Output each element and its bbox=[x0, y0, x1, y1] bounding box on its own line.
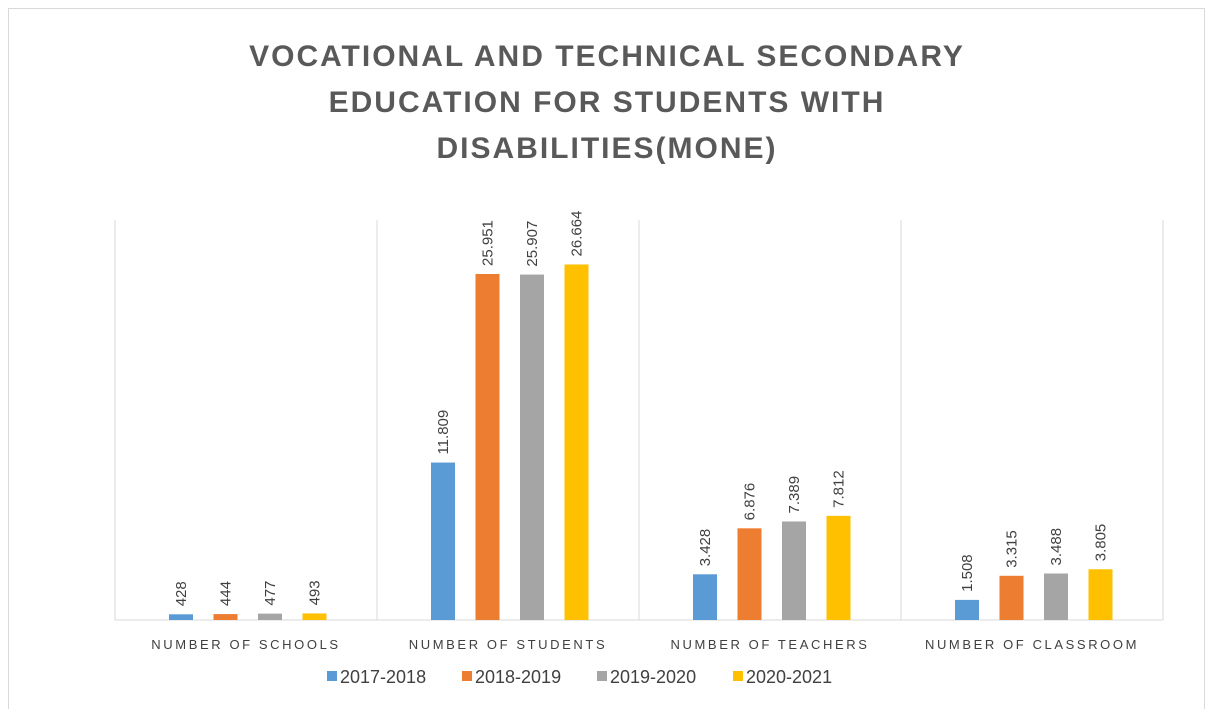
bar bbox=[564, 264, 589, 620]
bar bbox=[302, 613, 327, 620]
data-label: 3.488 bbox=[1048, 528, 1065, 566]
data-label: 444 bbox=[218, 581, 235, 606]
legend-swatch bbox=[462, 671, 472, 681]
data-label: 26.664 bbox=[569, 211, 586, 257]
data-label: 493 bbox=[307, 580, 324, 605]
data-label: 3.428 bbox=[697, 529, 714, 567]
data-label: 7.389 bbox=[786, 476, 803, 514]
data-label: 25.907 bbox=[524, 221, 541, 267]
x-tick-label: NUMBER OF TEACHERS bbox=[671, 637, 870, 652]
bar bbox=[826, 515, 851, 620]
legend-label: 2017-2018 bbox=[340, 667, 426, 687]
chart-title: VOCATIONAL AND TECHNICAL SECONDARY EDUCA… bbox=[249, 40, 965, 165]
legend-swatch bbox=[733, 671, 743, 681]
bar bbox=[737, 528, 762, 620]
bar bbox=[782, 521, 806, 620]
chart-border bbox=[8, 8, 1205, 709]
legend-swatch bbox=[327, 671, 337, 681]
legend-label: 2020-2021 bbox=[746, 667, 832, 687]
bar bbox=[1044, 573, 1068, 620]
bar bbox=[475, 273, 500, 620]
data-label: 6.876 bbox=[742, 483, 759, 521]
bar bbox=[1088, 569, 1113, 620]
legend-label: 2019-2020 bbox=[610, 667, 696, 687]
x-tick-label: NUMBER OF SCHOOLS bbox=[151, 637, 340, 652]
data-label: 3.805 bbox=[1093, 524, 1110, 562]
bar bbox=[955, 599, 979, 620]
legend-swatch bbox=[597, 671, 607, 681]
bar bbox=[999, 575, 1024, 620]
bar bbox=[258, 613, 282, 620]
x-tick-label: NUMBER OF STUDENTS bbox=[409, 637, 607, 652]
data-label: 477 bbox=[262, 581, 279, 606]
data-label: 3.315 bbox=[1004, 530, 1021, 568]
bar bbox=[169, 614, 193, 620]
data-label: 7.812 bbox=[831, 470, 848, 508]
bar bbox=[693, 574, 717, 620]
data-label: 25.951 bbox=[480, 220, 497, 266]
bar bbox=[520, 274, 544, 620]
bar bbox=[213, 614, 238, 620]
data-label: 1.508 bbox=[959, 554, 976, 592]
data-label: 428 bbox=[173, 581, 190, 606]
legend-label: 2018-2019 bbox=[475, 667, 561, 687]
bar bbox=[431, 462, 455, 620]
x-tick-label: NUMBER OF CLASSROOM bbox=[925, 637, 1139, 652]
data-label: 11.809 bbox=[435, 410, 452, 455]
